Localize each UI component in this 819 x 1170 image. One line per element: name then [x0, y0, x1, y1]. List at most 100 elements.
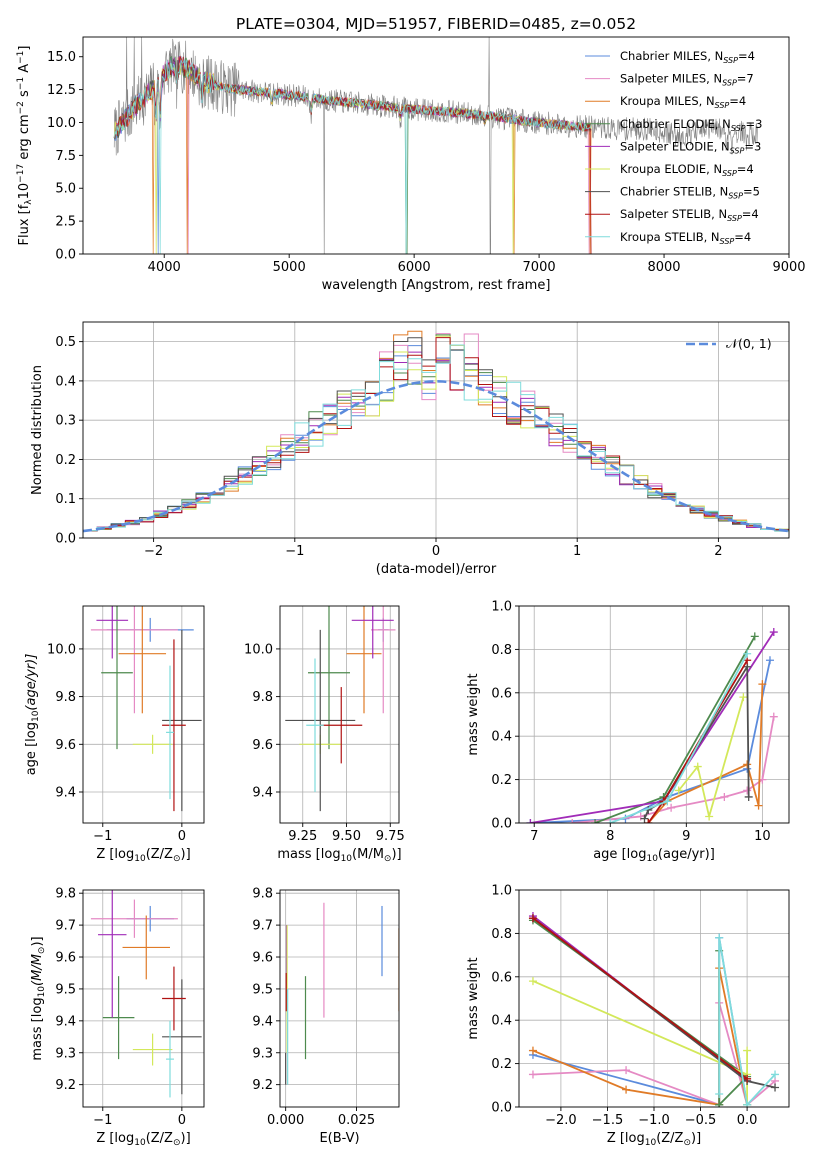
x-tick-label: 0: [178, 829, 186, 844]
mass-weight-marker: [715, 1100, 724, 1107]
y-tick-label: 9.5: [55, 982, 76, 997]
legend-label-n: =3: [746, 117, 763, 131]
y-axis-label-part: −17: [16, 164, 26, 183]
mass-weight-line: [677, 696, 745, 817]
x-axis-label-part: ⊙: [683, 1138, 691, 1148]
panel-spectrum: 4000 5000 6000 7000 8000 9000 0.0 2.5 5.0 7.5 10.0…: [16, 36, 806, 293]
error-bar: [351, 606, 394, 659]
axes: 9.25 9.50 9.75 9.4 9.6 9.8 10.0 mass [log10(M/M…: [244, 605, 405, 864]
mass-weight-marker: [771, 1070, 780, 1079]
x-axis-label-part: Z [log: [607, 1131, 645, 1146]
x-tick-label: 0.0: [737, 1113, 758, 1128]
y-tick-label: 1.0: [491, 884, 512, 899]
y-axis-label-part: −2: [16, 101, 26, 114]
legend-label-text: Kroupa STELIB, N: [620, 230, 720, 244]
y-tick-label: 12.5: [47, 83, 76, 98]
legend-label: Chabrier ELODIE, NSSP=3: [620, 117, 762, 133]
y-tick-label: 0.0: [55, 248, 76, 263]
y-axis-label-part: λ: [24, 199, 34, 205]
plot-area: [528, 912, 780, 1107]
legend-label-text: Chabrier MILES, N: [620, 49, 723, 63]
plot-area: [285, 606, 396, 812]
x-axis-label: wavelength [Angstrom, rest frame]: [322, 278, 551, 293]
mass-weight-marker: [769, 712, 778, 721]
x-axis-label-part: )]: [691, 1131, 701, 1146]
legend-label: Salpeter ELODIE, NSSP=3: [620, 139, 761, 155]
y-axis-label: mass weight: [466, 957, 481, 1039]
error-bar: [132, 734, 173, 754]
x-tick-label: 7000: [523, 260, 556, 275]
x-tick-label: −1: [285, 544, 304, 559]
mass-weight-marker: [663, 797, 672, 806]
legend-label-sub: SSP: [727, 214, 742, 223]
mass-weight-marker: [693, 762, 702, 771]
y-axis-label: mass [log10(M/M⊙)]: [30, 936, 47, 1060]
y-tick-label: 0.4: [491, 1014, 512, 1029]
legend-label: Chabrier STELIB, NSSP=5: [620, 185, 760, 201]
x-tick-label: −1.5: [592, 1113, 624, 1128]
plot-area: [285, 902, 399, 1085]
legend-label-text: Kroupa ELODIE, N: [620, 162, 722, 176]
y-axis-label-part: mass [log: [30, 997, 45, 1060]
mass-weight-marker: [591, 819, 600, 823]
x-tick-label: 7: [530, 829, 538, 844]
x-tick-label: 9: [682, 829, 690, 844]
legend-label-sub: SSP: [728, 192, 743, 201]
x-axis-label-part: 10: [646, 854, 658, 864]
legend-label-sub: SSP: [722, 169, 737, 178]
x-axis-label-part: Z [log: [96, 847, 134, 862]
error-bar: [98, 890, 127, 1018]
legend-label: 𝒩(0, 1): [726, 336, 772, 351]
legend-label-sub: SSP: [730, 146, 745, 155]
mass-weight-marker: [758, 680, 767, 689]
plot-area: [90, 606, 202, 812]
x-tick-label: −2: [144, 544, 163, 559]
error-bar: [166, 1020, 174, 1098]
x-tick-label: 10: [754, 829, 771, 844]
y-tick-label: 9.6: [252, 951, 273, 966]
x-tick-label: 9.25: [288, 829, 317, 844]
legend-label-sub: SSP: [723, 56, 738, 65]
y-axis-label-part: )]: [30, 936, 45, 946]
x-tick-label: 8000: [647, 260, 680, 275]
error-bar: [162, 639, 186, 812]
error-bar: [102, 976, 135, 1060]
x-tick-label: −0.5: [685, 1113, 717, 1128]
y-axis-label: age [log10(age/yr)]: [24, 654, 41, 776]
mass-weight-marker: [568, 819, 577, 823]
y-tick-label: 10.0: [47, 116, 76, 131]
y-tick-label: 9.4: [252, 786, 273, 801]
x-tick-label: −1: [93, 829, 112, 844]
error-bar: [162, 629, 202, 812]
legend-label-text: Salpeter ELODIE, N: [620, 139, 730, 153]
axes-frame: [82, 889, 205, 1108]
mass-weight-marker: [622, 1085, 631, 1094]
plot-area: [90, 890, 202, 1098]
y-tick-label: 9.8: [55, 887, 76, 902]
y-tick-label: 2.5: [55, 215, 76, 230]
x-tick-label: 9.50: [332, 829, 361, 844]
mass-weight-marker: [667, 803, 676, 812]
y-tick-label: 9.2: [55, 1078, 76, 1093]
axes-frame: [279, 889, 400, 1108]
y-axis-label-part: −1: [16, 77, 26, 90]
mass-weight-marker: [743, 786, 752, 795]
mass-weight-marker: [705, 812, 714, 821]
error-bar: [320, 687, 363, 764]
normal-reference-curve: [83, 379, 789, 533]
y-axis-label-part: ]: [17, 46, 32, 51]
x-axis-label: Z [log10(Z/Z⊙)]: [607, 1131, 701, 1148]
y-tick-label: 0.4: [55, 374, 76, 389]
y-axis-label: mass weight: [466, 673, 481, 755]
mass-weight-marker: [528, 977, 537, 986]
mass-weight-series: [674, 693, 748, 821]
x-tick-label: 1: [573, 544, 581, 559]
plot-area: [83, 330, 789, 538]
x-axis-label-part: 10: [645, 1138, 657, 1148]
x-axis-label-part: )]: [181, 1131, 191, 1146]
x-axis-label: E(B-V): [319, 1131, 359, 1146]
y-tick-label: 5.0: [55, 182, 76, 197]
mass-weight-marker: [771, 1083, 780, 1092]
